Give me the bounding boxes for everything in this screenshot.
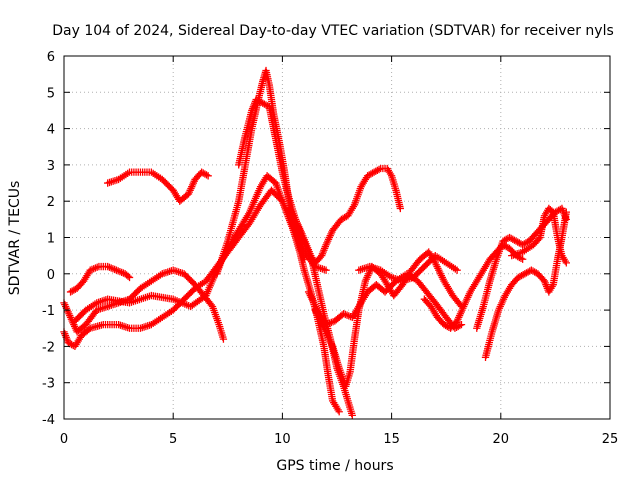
series-track-j (304, 270, 466, 332)
data-point (518, 255, 527, 263)
y-tick-label: -3 (42, 377, 55, 392)
x-axis-label: GPS time / hours (276, 458, 393, 474)
x-tick-label: 10 (274, 432, 291, 447)
x-tick-label: 5 (169, 432, 177, 447)
x-tick-label: 15 (383, 432, 400, 447)
y-tick-label: 1 (47, 232, 55, 247)
y-tick-label: 4 (47, 123, 55, 138)
data-marks (60, 66, 570, 420)
y-tick-label: 3 (47, 159, 55, 174)
series-track-o (508, 204, 570, 267)
data-point (219, 335, 228, 343)
data-point (125, 273, 134, 282)
series-track-h (285, 164, 404, 267)
y-axis-ticks: -4 -3 -2 -1 0 1 2 3 4 5 6 (42, 50, 610, 428)
data-point (457, 320, 466, 329)
y-tick-label: -4 (42, 413, 55, 428)
y-tick-label: 2 (47, 195, 55, 210)
x-tick-label: 20 (493, 432, 510, 447)
data-point (348, 411, 356, 420)
series-track-d (71, 172, 330, 325)
y-tick-label: -1 (42, 304, 55, 319)
x-tick-label: 25 (602, 432, 619, 447)
series-track-e (104, 168, 212, 205)
y-tick-label: 6 (47, 50, 55, 65)
data-point (335, 408, 343, 416)
grid (64, 56, 610, 419)
y-tick-label: -2 (42, 340, 55, 355)
series-track-l (420, 241, 527, 332)
x-axis-ticks: 0 5 10 15 20 25 (60, 56, 618, 447)
data-point (396, 204, 404, 213)
series-track-k (355, 252, 461, 285)
data-point (322, 266, 330, 274)
series-track-n (481, 208, 570, 361)
data-point (562, 208, 570, 216)
y-tick-label: 5 (47, 86, 55, 101)
y-tick-label: 0 (47, 268, 55, 283)
x-tick-label: 0 (60, 432, 68, 447)
series-track-c (66, 262, 134, 296)
data-point (453, 266, 461, 274)
data-point (204, 172, 212, 180)
chart-title: Day 104 of 2024, Sidereal Day-to-day VTE… (52, 23, 614, 39)
data-point (562, 259, 570, 267)
y-axis-label: SDTVAR / TECUs (7, 181, 23, 296)
